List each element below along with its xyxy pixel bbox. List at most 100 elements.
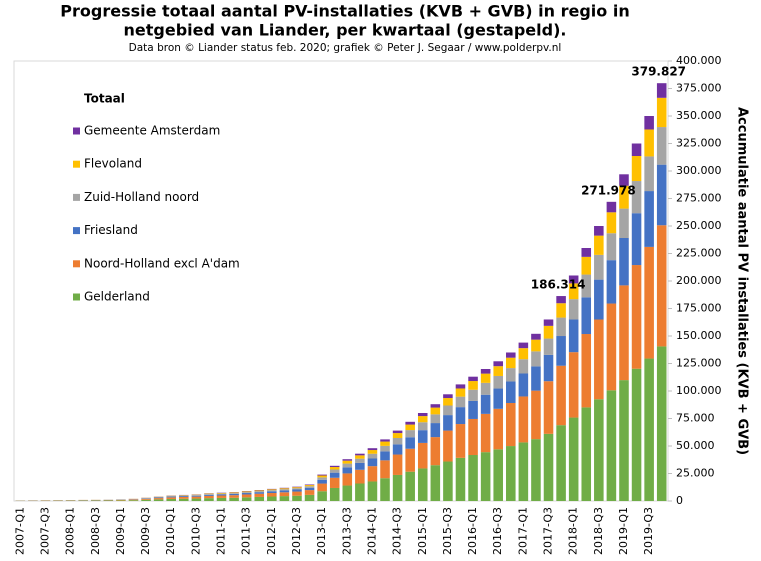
x-tick-label: 2017-Q3 [542, 507, 555, 555]
annotation: 271.978 [581, 183, 636, 197]
bar-segment [619, 185, 629, 209]
bar-segment [392, 430, 403, 434]
bar-segment [468, 381, 478, 390]
bar-segment [631, 213, 642, 266]
y-tick-label: 175.000 [676, 302, 722, 315]
bar-segment [644, 358, 654, 501]
y-tick-label: 375.000 [676, 82, 722, 95]
bar-segment [594, 399, 604, 501]
bar-segment [355, 455, 365, 459]
bar-segment [480, 373, 491, 383]
bar-segment [304, 485, 315, 487]
x-tick-label: 2007-Q3 [38, 507, 51, 555]
bar-segment [367, 450, 378, 454]
bar-segment [153, 499, 164, 501]
bar-segment [631, 156, 642, 182]
bar-segment [518, 342, 529, 349]
bar-segment [480, 452, 491, 501]
bar-segment [292, 495, 302, 501]
bar-segment [267, 489, 277, 491]
bar-segment [317, 475, 327, 478]
bar-segment [179, 496, 189, 497]
bar-segment [329, 477, 340, 488]
bar-segment [216, 493, 227, 495]
bar-segment [380, 460, 390, 479]
x-tick-label: 2019-Q3 [642, 507, 655, 555]
y-tick-label: 150.000 [676, 329, 722, 342]
bar-segment [304, 490, 315, 495]
bar-segment [619, 238, 629, 286]
y-tick-label: 75.000 [676, 412, 715, 425]
bar-segment [342, 473, 353, 486]
y-tick-label: 250.000 [676, 219, 722, 232]
x-tick-label: 2018-Q1 [567, 507, 580, 555]
bar-segment [480, 382, 491, 395]
bar-segment [631, 368, 642, 501]
bar-segment [367, 466, 378, 482]
bar-segment [556, 317, 566, 337]
bar-segment [179, 495, 189, 497]
bar-segment [166, 498, 176, 501]
legend-label: Zuid-Holland noord [84, 190, 199, 204]
bar-segment [355, 469, 365, 484]
x-tick-label: 2015-Q3 [441, 507, 454, 555]
bar-segment [254, 496, 265, 501]
bar-segment [581, 274, 592, 298]
x-tick-label: 2015-Q1 [416, 507, 429, 555]
bar-segment [430, 414, 441, 424]
bar-segment [279, 496, 290, 501]
legend-swatch [73, 193, 80, 201]
bar-segment [191, 498, 202, 501]
bar-segment [191, 496, 202, 499]
bar-segment [304, 486, 315, 488]
bar-segment [279, 489, 290, 491]
bar-segment [568, 352, 579, 418]
bar-segment [631, 143, 642, 157]
bar-segment [279, 488, 290, 490]
x-tick-label: 2013-Q3 [340, 507, 353, 555]
bar-segment [204, 494, 214, 496]
y-tick-label: 225.000 [676, 247, 722, 260]
legend-swatch [73, 160, 80, 168]
legend-label: Gemeente Amsterdam [84, 124, 220, 138]
x-tick-label: 2012-Q3 [290, 507, 303, 555]
bar-segment [606, 390, 617, 501]
chart-title: netgebied van Liander, per kwartaal (ges… [124, 21, 567, 40]
bar-segment [644, 116, 654, 130]
bar-segment [355, 453, 365, 456]
bar-segment [656, 164, 667, 226]
bar-segment [241, 493, 252, 495]
bar-segment [443, 405, 453, 416]
bar-segment [619, 208, 629, 239]
bar-segment [405, 424, 415, 431]
bar-segment [405, 471, 415, 501]
bar-segment [279, 492, 290, 497]
y-tick-label: 0 [676, 494, 683, 507]
bar-segment [518, 442, 529, 501]
bar-segment [581, 256, 592, 275]
bar-segment [204, 493, 214, 495]
bar-segment [631, 265, 642, 369]
bar-segment [506, 402, 516, 447]
bar-segment [455, 396, 466, 408]
bar-segment [229, 497, 239, 501]
bar-segment [405, 421, 415, 425]
bar-segment [430, 404, 441, 408]
bar-segment [568, 319, 579, 353]
bar-segment [443, 461, 453, 501]
bar-segment [531, 366, 541, 391]
bar-segment [543, 319, 554, 326]
bar-segment [342, 485, 353, 501]
bar-segment [493, 361, 503, 367]
bar-segment [594, 279, 604, 320]
bar-segment [656, 225, 667, 347]
bar-segment [204, 494, 214, 495]
bar-segment [342, 459, 353, 461]
bar-segment [317, 474, 327, 476]
bar-segment [568, 283, 579, 300]
bar-segment [367, 448, 378, 451]
bar-segment [518, 373, 529, 397]
legend-title: Totaal [84, 92, 125, 106]
bar-segment [531, 390, 541, 440]
bar-segment [355, 462, 365, 470]
